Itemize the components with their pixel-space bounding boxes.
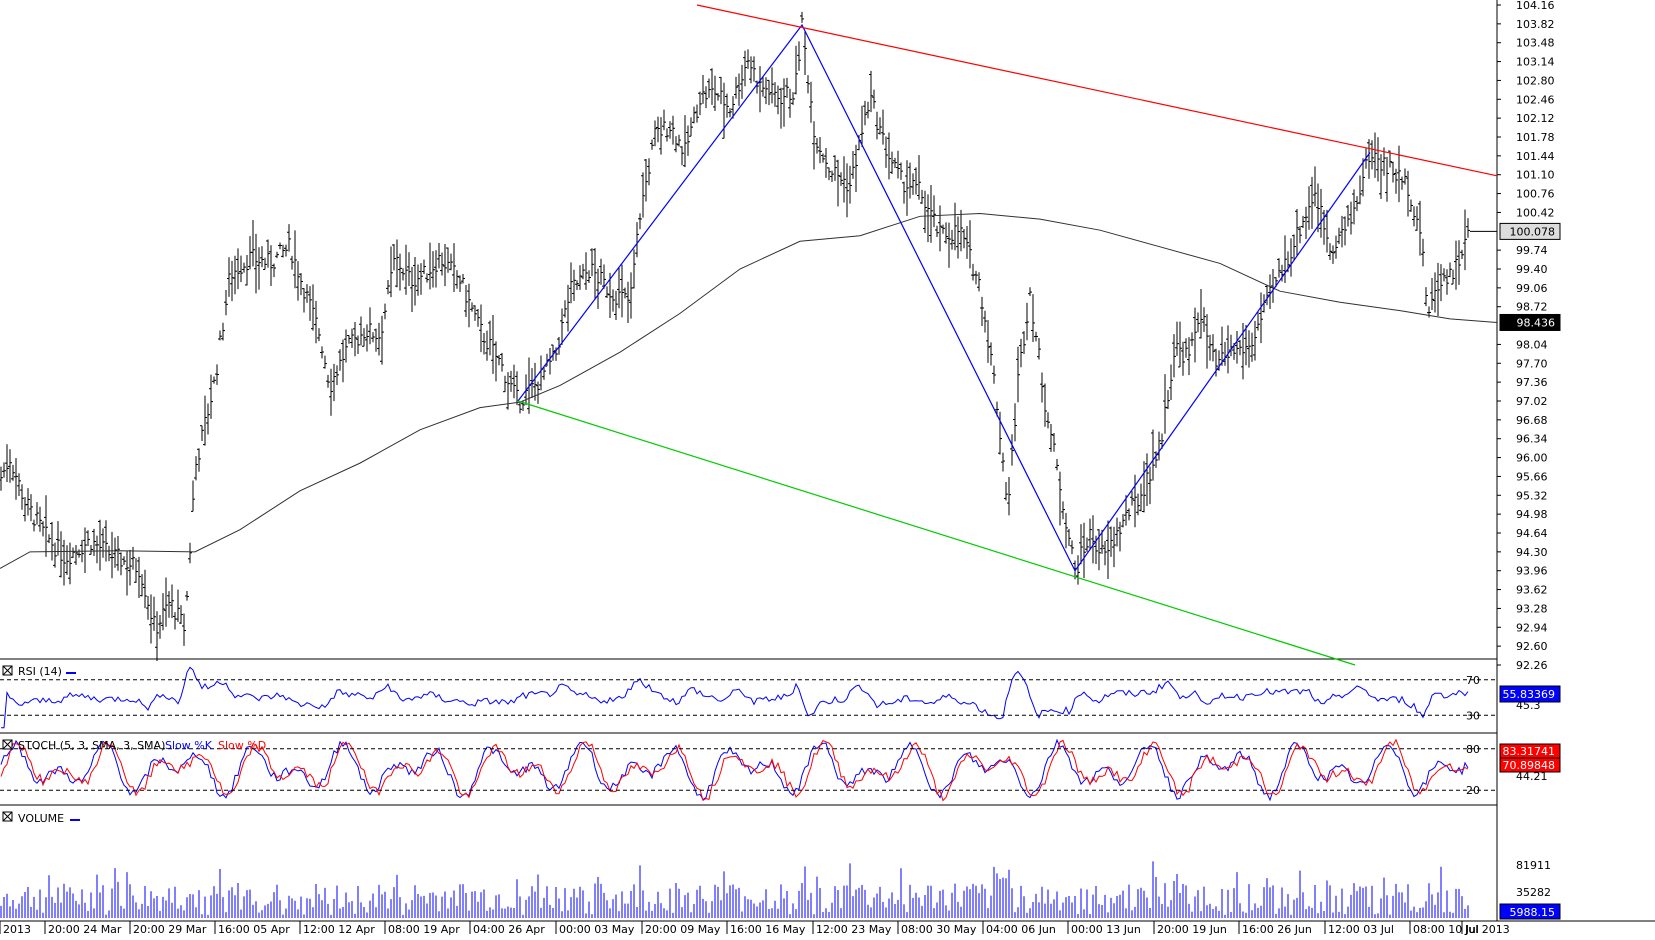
- stoch-close-icon-x: [2, 739, 13, 750]
- rsi-close-icon-x: [2, 665, 13, 676]
- stoch-d-line: [0, 738, 1469, 802]
- rsi-level-label: 30: [1466, 709, 1480, 722]
- price-tick-label: 93.28: [1516, 602, 1548, 615]
- price-tick-label: 102.46: [1516, 93, 1555, 106]
- price-tick-label: 92.94: [1516, 621, 1548, 634]
- price-tick-label: 93.96: [1516, 565, 1548, 578]
- price-tick-label: 98.72: [1516, 301, 1548, 314]
- price-tick-label: 97.70: [1516, 357, 1548, 370]
- time-tick-label: 12:00 12 Apr: [303, 923, 375, 936]
- price-tick-label: 100.76: [1516, 188, 1555, 201]
- price-tick-label: 96.34: [1516, 433, 1548, 446]
- price-tick-label: 92.60: [1516, 640, 1548, 653]
- price-tick-label: 103.82: [1516, 18, 1555, 31]
- time-tick-label: 20:00 24 Mar: [48, 923, 122, 936]
- time-tick-label: 00:00 03 May: [559, 923, 635, 936]
- stoch-level-label: 20: [1466, 784, 1480, 797]
- stoch-k-value: 83.31741: [1503, 745, 1556, 758]
- volume-scale-label: 35282: [1516, 886, 1551, 899]
- price-tick-label: 92.26: [1516, 659, 1548, 672]
- price-tick-label: 93.62: [1516, 584, 1548, 597]
- rsi-line: [1, 666, 1469, 729]
- stoch-scale-label: 44.21: [1516, 770, 1548, 783]
- moving-average-line: [0, 213, 1498, 569]
- rsi-value-box: [1499, 685, 1561, 703]
- time-tick-label: 2013: [3, 923, 31, 936]
- price-tick-label: 96.68: [1516, 414, 1548, 427]
- time-tick-label: 20:00 29 Mar: [133, 923, 207, 936]
- time-tick-label: 16:00 05 Apr: [218, 923, 290, 936]
- support-trendline: [517, 400, 1356, 666]
- price-tick-label: 101.10: [1516, 169, 1555, 182]
- time-tick-label: 16:00 26 Jun: [1242, 923, 1312, 936]
- last-price-label: 100.078: [1510, 225, 1556, 238]
- price-tick-label: 104.16: [1516, 0, 1555, 12]
- price-tick-label: 101.44: [1516, 150, 1555, 163]
- last-price-box: [1499, 222, 1561, 240]
- volume-value-box: [1499, 903, 1561, 920]
- time-tick-label: 04:00 06 Jun: [986, 923, 1056, 936]
- time-tick-label: 08:00 19 Apr: [388, 923, 460, 936]
- time-tick-label: Jul 2013: [1464, 923, 1510, 936]
- price-tick-label: 99.06: [1516, 282, 1548, 295]
- price-tick-label: 96.00: [1516, 452, 1548, 465]
- price-tick-label: 102.80: [1516, 74, 1555, 87]
- stoch-d-box: [1499, 757, 1561, 773]
- price-tick-label: 97.36: [1516, 376, 1548, 389]
- price-tick-label: 101.78: [1516, 131, 1555, 144]
- volume-value-label: 5988.15: [1510, 906, 1556, 919]
- price-tick-label: 103.14: [1516, 56, 1555, 69]
- price-tick-label: 99.74: [1516, 244, 1548, 257]
- volume-scale-label: 81911: [1516, 859, 1551, 872]
- price-tick-label: 100.42: [1516, 206, 1555, 219]
- price-tick-label: 95.66: [1516, 470, 1548, 483]
- price-tick-label: 94.30: [1516, 546, 1548, 559]
- stoch-title: STOCH (5, 3, SMA, 3, SMA): [18, 739, 165, 752]
- price-tick-label: 94.64: [1516, 527, 1548, 540]
- stoch-k-legend: Slow %K: [165, 739, 213, 752]
- ma-value-box: [1499, 313, 1561, 331]
- time-tick-label: 04:00 26 Apr: [473, 923, 545, 936]
- volume-close-icon-x: [2, 811, 13, 822]
- ma-value-label: 98.436: [1517, 316, 1556, 329]
- time-tick-label: 08:00 30 May: [901, 923, 977, 936]
- price-tick-label: 97.02: [1516, 395, 1548, 408]
- rsi-value-label: 55.83369: [1503, 688, 1556, 701]
- rsi-level-label: 70: [1466, 674, 1480, 687]
- resistance-trendline: [696, 4, 1498, 177]
- price-tick-label: 98.04: [1516, 338, 1548, 351]
- zigzag-line: [517, 23, 1371, 572]
- stoch-d-value: 70.89848: [1503, 759, 1556, 772]
- time-tick-label: 20:00 19 Jun: [1157, 923, 1227, 936]
- time-tick-label: 00:00 13 Jun: [1071, 923, 1141, 936]
- time-tick-label: 16:00 16 May: [730, 923, 806, 936]
- stoch-k-line: [0, 738, 1469, 802]
- price-tick-label: 103.48: [1516, 37, 1555, 50]
- time-tick-label: 20:00 09 May: [645, 923, 721, 936]
- price-tick-label: 94.98: [1516, 508, 1548, 521]
- price-tick-label: 99.40: [1516, 263, 1548, 276]
- stoch-d-legend: Slow %D: [218, 739, 266, 752]
- price-tick-label: 102.12: [1516, 112, 1555, 125]
- volume-title: VOLUME: [18, 812, 64, 825]
- price-tick-label: 95.32: [1516, 489, 1548, 502]
- time-tick-label: 12:00 03 Jul: [1328, 923, 1394, 936]
- stoch-level-label: 80: [1466, 743, 1480, 756]
- time-tick-label: 12:00 23 May: [816, 923, 892, 936]
- rsi-title: RSI (14): [18, 665, 62, 678]
